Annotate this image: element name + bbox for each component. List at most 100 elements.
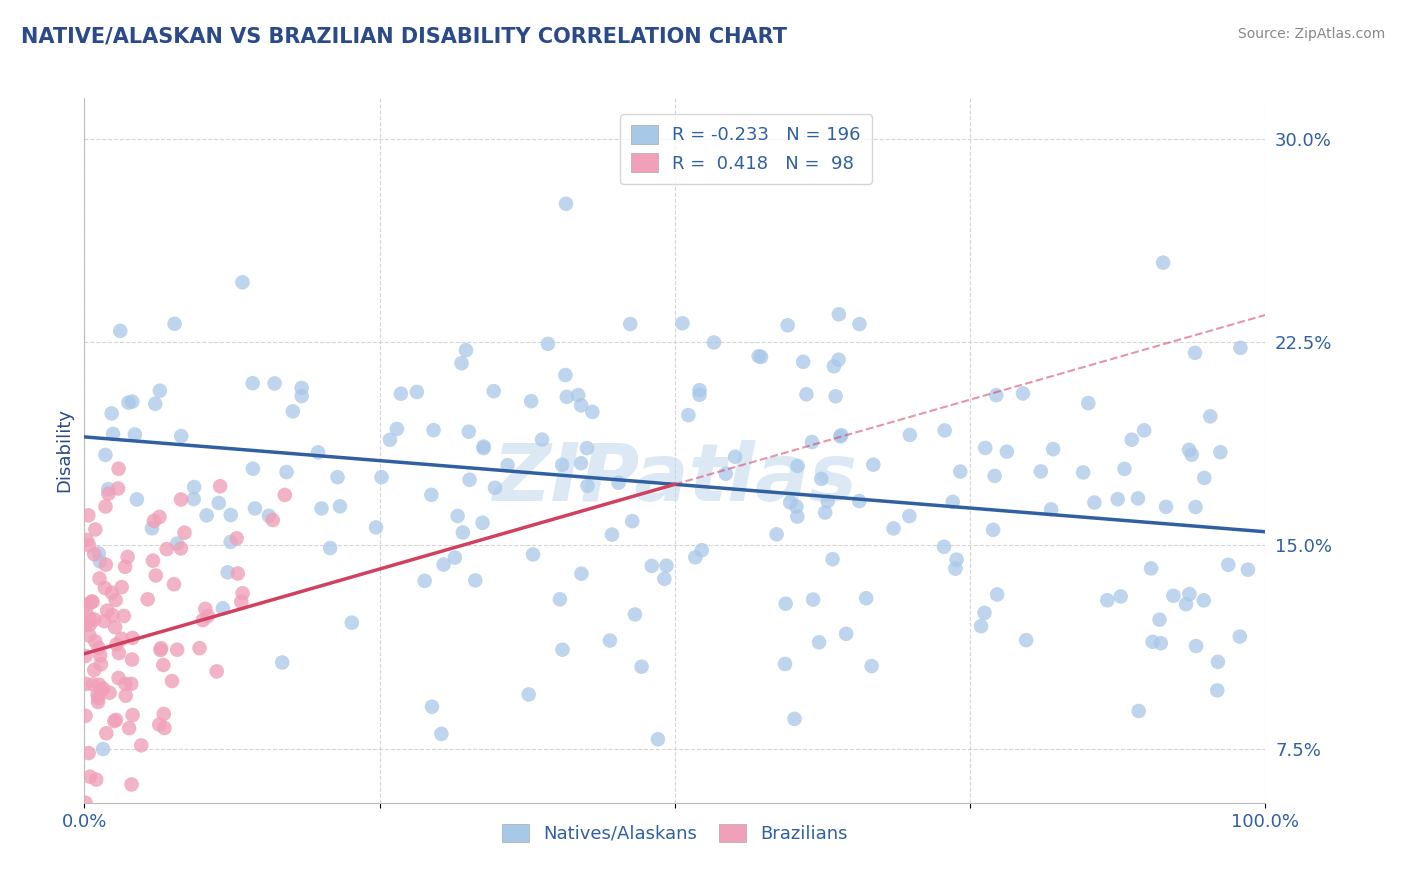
Point: [257, 508, 280, 523]
Point: [89, 572, 111, 586]
Point: [1133, 423, 1156, 437]
Point: [191, 613, 214, 627]
Point: [654, 572, 676, 586]
Point: [689, 383, 711, 397]
Point: [945, 552, 967, 566]
Point: [432, 558, 454, 572]
Point: [166, 642, 188, 657]
Point: [1097, 593, 1119, 607]
Point: [217, 566, 239, 580]
Point: [93, 614, 115, 628]
Point: [569, 456, 592, 470]
Point: [551, 642, 574, 657]
Point: [1154, 500, 1177, 514]
Point: [454, 343, 477, 358]
Point: [83, 663, 105, 677]
Point: [981, 523, 1004, 537]
Point: [581, 405, 603, 419]
Point: [75, 603, 97, 617]
Point: [94, 448, 117, 462]
Point: [458, 473, 481, 487]
Point: [821, 552, 844, 566]
Point: [1229, 341, 1251, 355]
Point: [82, 595, 104, 609]
Point: [120, 677, 142, 691]
Point: [786, 509, 808, 524]
Point: [801, 592, 824, 607]
Point: [607, 475, 630, 490]
Point: [197, 609, 219, 624]
Point: [117, 395, 139, 409]
Point: [1178, 442, 1201, 457]
Point: [225, 531, 247, 545]
Point: [136, 592, 159, 607]
Point: [482, 384, 505, 399]
Point: [775, 597, 797, 611]
Point: [883, 521, 905, 535]
Point: [1140, 561, 1163, 575]
Point: [160, 673, 183, 688]
Point: [212, 601, 235, 615]
Point: [554, 368, 576, 382]
Point: [548, 592, 571, 607]
Point: [1121, 433, 1143, 447]
Point: [370, 470, 392, 484]
Point: [385, 422, 408, 436]
Point: [848, 317, 870, 331]
Point: [195, 508, 218, 523]
Point: [79, 617, 101, 632]
Point: [1150, 636, 1173, 650]
Point: [87, 678, 110, 692]
Point: [107, 461, 129, 475]
Point: [107, 482, 129, 496]
Point: [114, 677, 136, 691]
Point: [79, 770, 101, 784]
Point: [90, 683, 112, 698]
Point: [243, 501, 266, 516]
Point: [792, 355, 814, 369]
Point: [242, 376, 264, 391]
Point: [942, 495, 965, 509]
Point: [830, 428, 852, 442]
Point: [329, 500, 352, 514]
Point: [82, 677, 104, 691]
Point: [86, 688, 108, 702]
Point: [83, 547, 105, 561]
Point: [413, 574, 436, 588]
Point: [125, 492, 148, 507]
Point: [457, 425, 479, 439]
Point: [835, 627, 858, 641]
Point: [773, 657, 796, 671]
Point: [517, 688, 540, 702]
Point: [1040, 502, 1063, 516]
Point: [219, 534, 242, 549]
Point: [143, 397, 166, 411]
Point: [1194, 471, 1216, 485]
Point: [77, 746, 100, 760]
Point: [148, 510, 170, 524]
Point: [263, 376, 285, 391]
Point: [91, 681, 114, 696]
Point: [1142, 635, 1164, 649]
Point: [152, 706, 174, 721]
Point: [1229, 630, 1251, 644]
Point: [173, 525, 195, 540]
Point: [124, 427, 146, 442]
Point: [949, 465, 972, 479]
Point: [149, 384, 172, 398]
Point: [932, 540, 955, 554]
Point: [104, 620, 127, 634]
Point: [1185, 639, 1208, 653]
Legend: Natives/Alaskans, Brazilians: Natives/Alaskans, Brazilians: [495, 816, 855, 850]
Point: [231, 275, 253, 289]
Point: [83, 613, 105, 627]
Point: [1128, 704, 1150, 718]
Point: [326, 470, 349, 484]
Point: [77, 538, 100, 552]
Point: [1114, 462, 1136, 476]
Point: [166, 536, 188, 550]
Point: [121, 708, 143, 723]
Point: [945, 561, 967, 575]
Point: [170, 429, 193, 443]
Point: [97, 482, 120, 496]
